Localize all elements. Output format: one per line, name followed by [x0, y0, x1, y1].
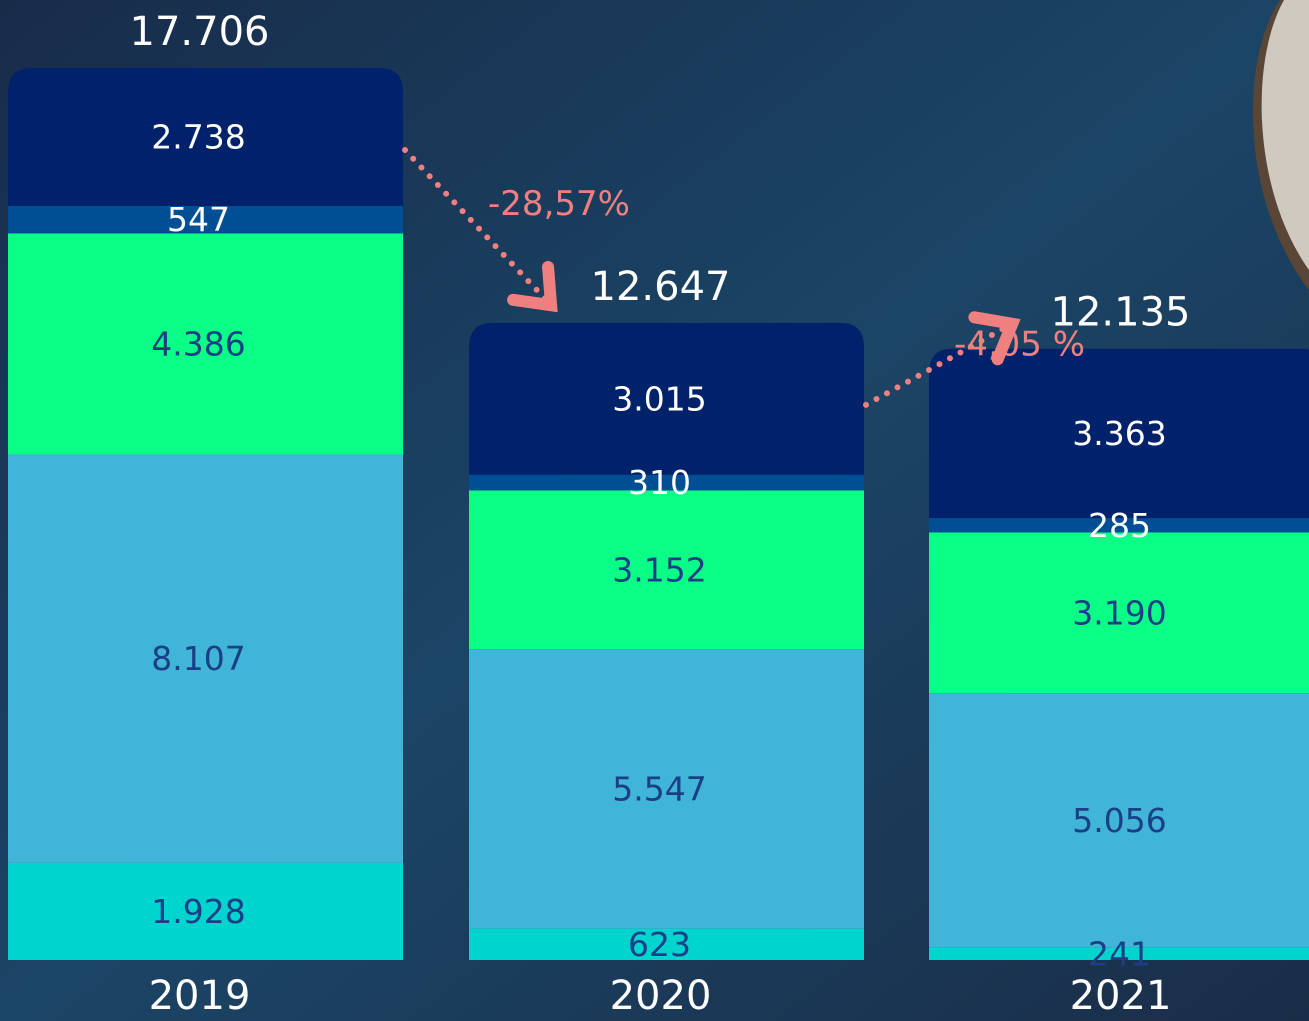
total-label: 17.706 — [130, 9, 270, 55]
segment-label: 8.107 — [151, 639, 245, 678]
bar-segment — [469, 649, 864, 929]
bar-segment — [469, 490, 864, 650]
bar-group — [929, 348, 1309, 960]
bar-segment — [469, 322, 864, 475]
total-label: 12.647 — [591, 264, 731, 310]
bar-segment — [929, 693, 1309, 948]
segment-label: 310 — [628, 463, 691, 502]
trend-arrow — [402, 147, 558, 313]
bar-segment — [8, 68, 403, 206]
segment-label: 547 — [167, 200, 230, 239]
segment-label: 241 — [1088, 934, 1151, 973]
bar-group — [8, 68, 403, 960]
segment-label: 285 — [1088, 506, 1151, 545]
trend-arrow — [863, 311, 1021, 408]
bar-segment — [929, 947, 1309, 960]
segment-label: 2.738 — [151, 117, 245, 156]
segment-label: 3.015 — [612, 379, 706, 418]
photo-edge-inner — [1261, 0, 1309, 270]
segment-label: 3.152 — [612, 550, 706, 589]
change-annotation: -28,57% — [488, 184, 630, 224]
bar-segment — [469, 928, 864, 960]
bar-segment — [8, 205, 403, 234]
segment-label: 1.928 — [151, 892, 245, 931]
bar-group — [469, 322, 864, 960]
bar-segment — [929, 518, 1309, 533]
plot: 1.928 8.107 4.386 547 2.738 17.706 2019 623 5.54… — [8, 9, 1309, 1019]
segment-label: 3.190 — [1072, 593, 1166, 632]
bar-segment — [929, 348, 1309, 519]
bar-segment — [8, 233, 403, 455]
x-tick-label: 2020 — [610, 973, 712, 1019]
segment-label: 5.056 — [1072, 801, 1166, 840]
change-annotation: -4,05 % — [954, 324, 1085, 364]
total-label: 12.135 — [1051, 290, 1191, 336]
x-tick-label: 2019 — [149, 973, 251, 1019]
bar-segment — [929, 532, 1309, 694]
segment-label: 5.547 — [612, 769, 706, 808]
bar-segment — [8, 454, 403, 863]
x-tick-label: 2021 — [1070, 973, 1172, 1019]
segment-label: 623 — [628, 925, 691, 964]
segment-label: 3.363 — [1072, 414, 1166, 453]
segment-label: 4.386 — [151, 324, 245, 363]
bar-segment — [8, 862, 403, 960]
bar-segment — [469, 474, 864, 491]
